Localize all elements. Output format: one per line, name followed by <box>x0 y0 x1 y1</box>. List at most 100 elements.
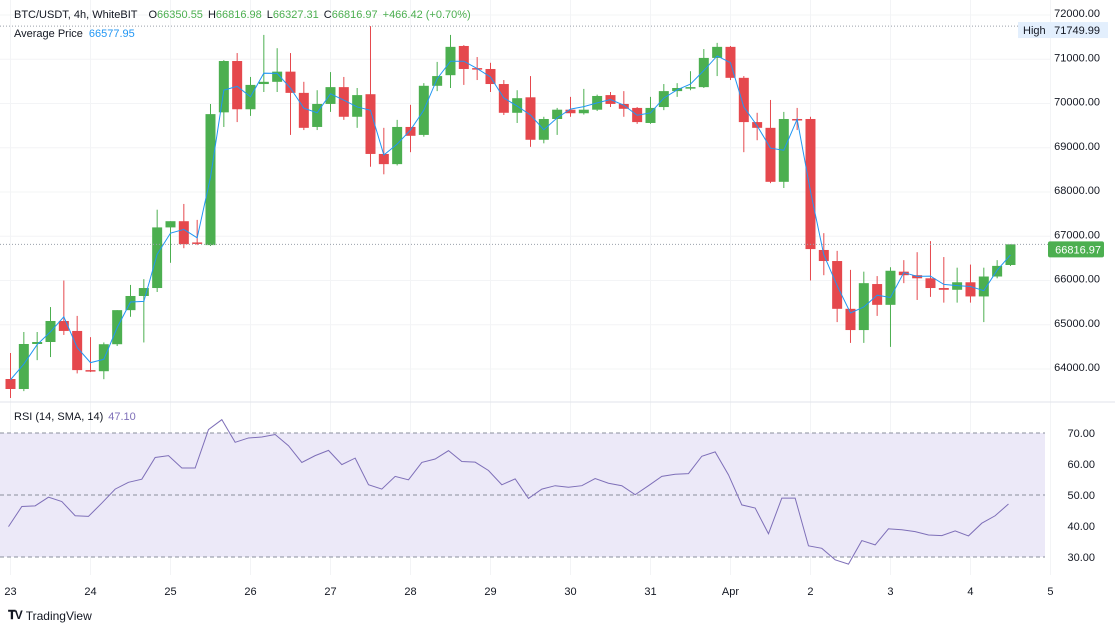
price-tick-label: 67000.00 <box>1054 229 1100 241</box>
candle-up <box>578 109 589 114</box>
candle-down <box>285 71 296 93</box>
candle-down <box>58 320 69 331</box>
candle-up <box>992 265 1003 277</box>
candle-down <box>178 221 189 245</box>
candles <box>5 26 1016 398</box>
rsi-label[interactable]: RSI (14, SMA, 14) <box>14 411 104 423</box>
rsi-pane <box>0 418 1045 565</box>
candle-down <box>365 94 376 154</box>
rsi-tick-label: 50.00 <box>1067 490 1095 502</box>
time-tick-label: 2 <box>807 586 813 598</box>
candle-up <box>312 103 323 127</box>
close-key: C <box>323 9 332 21</box>
rsi-value: 47.10 <box>108 411 136 423</box>
tradingview-brand: TradingView <box>25 608 92 623</box>
high-marker-bg <box>1018 22 1108 39</box>
average-price-label[interactable]: Average Price <box>14 28 83 40</box>
candle-down <box>298 92 309 128</box>
time-tick-label: 27 <box>324 586 336 598</box>
time-tick-label: 29 <box>484 586 496 598</box>
candle-up <box>258 81 269 85</box>
high-marker-label: High <box>1023 25 1046 37</box>
high-value: 66816.98 <box>215 9 262 21</box>
price-tick-label: 71000.00 <box>1054 52 1100 64</box>
open-value: 66350.55 <box>157 9 203 21</box>
candle-up <box>658 91 669 108</box>
candle-down <box>378 153 389 165</box>
high-marker-value: 71749.99 <box>1054 25 1100 37</box>
candle-down <box>805 118 816 250</box>
candle-down <box>458 45 469 69</box>
candle-up <box>1005 244 1016 265</box>
candle-up <box>272 71 283 82</box>
symbol-title[interactable]: BTC/USDT, 4h, WhiteBIT <box>14 9 138 21</box>
time-tick-label: 23 <box>4 586 16 598</box>
candle-down <box>618 103 629 109</box>
candle-down <box>565 109 576 114</box>
candle-up <box>685 87 696 89</box>
price-tick-label: 72000.00 <box>1054 8 1100 20</box>
last-price-label: 66816.97 <box>1055 244 1101 256</box>
candle-down <box>965 282 976 297</box>
price-tick-label: 64000.00 <box>1054 362 1100 374</box>
candle-up <box>885 270 896 305</box>
candle-down <box>405 126 416 136</box>
candle-up <box>325 87 336 104</box>
average-price-line <box>10 55 1011 381</box>
candle-up <box>712 46 723 58</box>
candle-down <box>738 77 749 123</box>
candle-up <box>645 107 656 123</box>
candle-down <box>872 284 883 305</box>
candle-up <box>552 109 563 119</box>
price-tick-label: 70000.00 <box>1054 97 1100 109</box>
candle-down <box>845 308 856 331</box>
candle-down <box>192 242 203 244</box>
time-tick-label: 3 <box>887 586 893 598</box>
rsi-tick-label: 40.00 <box>1067 521 1095 533</box>
candle-down <box>765 127 776 182</box>
candle-up <box>152 227 163 289</box>
candle-up <box>98 344 109 372</box>
price-tick-label: 65000.00 <box>1054 318 1100 330</box>
rsi-tick-label: 30.00 <box>1067 552 1095 564</box>
axes: 72000.00 71000.00 70000.00 69000.00 68000.00… <box>0 8 1108 598</box>
candle-down <box>72 330 83 371</box>
time-tick-label: 28 <box>404 586 416 598</box>
high-key: H <box>207 9 216 21</box>
time-tick-label: 31 <box>644 586 656 598</box>
close-value: 66816.97 <box>331 9 378 21</box>
average-price-polyline <box>10 55 1011 381</box>
low-value: 66327.31 <box>272 9 319 21</box>
rsi-legend: RSI (14, SMA, 14) 47.10 <box>14 411 136 423</box>
price-tick-label: 69000.00 <box>1054 141 1100 153</box>
time-tick-label: 4 <box>967 586 973 598</box>
candle-down <box>925 278 936 289</box>
candle-down <box>338 87 349 117</box>
time-tick-label: 30 <box>564 586 576 598</box>
candle-up <box>32 342 43 344</box>
average-price-value: 66577.95 <box>88 28 135 40</box>
candle-up <box>978 276 989 297</box>
candle-up <box>218 61 229 113</box>
symbol-legend: BTC/USDT, 4h, WhiteBIT O66350.55 H66816.98… <box>14 9 471 21</box>
price-tick-label: 66000.00 <box>1054 274 1100 286</box>
candle-up <box>698 57 709 88</box>
last-price-badge <box>1048 241 1104 258</box>
time-tick-label: 26 <box>244 586 256 598</box>
candle-down <box>938 288 949 290</box>
rsi-line <box>8 418 1009 565</box>
low-key: L <box>266 9 273 21</box>
candle-down <box>525 97 536 140</box>
candle-up <box>165 221 176 228</box>
candle-down <box>85 370 96 372</box>
candle-up <box>125 295 136 311</box>
candle-up <box>392 126 403 165</box>
candle-down <box>5 379 16 390</box>
tradingview-logo-icon: 𝐓V <box>8 608 23 622</box>
time-tick-label: 24 <box>84 586 96 598</box>
change-value: +466.42 (+0.70%) <box>382 9 471 21</box>
time-tick-label: Apr <box>722 586 739 598</box>
open-key: O <box>148 9 158 21</box>
tradingview-logo[interactable]: 𝐓V TradingView <box>8 608 92 623</box>
